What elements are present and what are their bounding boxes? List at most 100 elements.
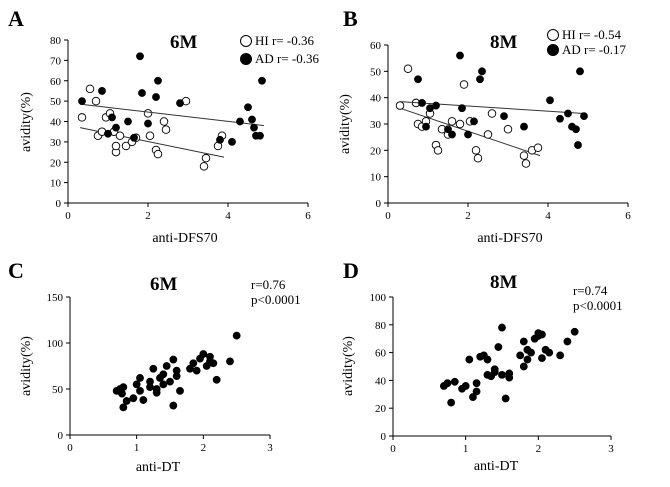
- data-point-hi: [85, 84, 95, 94]
- data-point-series: [519, 337, 528, 346]
- stat-annotation: p<0.0001: [573, 298, 623, 313]
- x-axis-label: anti-DT: [474, 459, 519, 474]
- data-point-series: [149, 364, 158, 373]
- data-point-ad: [124, 117, 132, 126]
- data-point-hi: [121, 141, 131, 151]
- data-point-series: [132, 380, 141, 389]
- data-point-series: [226, 357, 234, 366]
- y-tick-label: 0: [58, 430, 64, 442]
- data-point-hi: [533, 143, 543, 152]
- data-point-series: [483, 355, 492, 364]
- data-point-ad: [138, 89, 146, 97]
- data-point-ad: [176, 99, 184, 108]
- data-point-series: [166, 377, 174, 386]
- data-point-series: [538, 354, 546, 363]
- data-point-ad: [244, 103, 252, 112]
- data-point-series: [199, 350, 208, 358]
- data-point-series: [136, 386, 144, 395]
- panel-title: 6M: [170, 32, 198, 53]
- data-point-ad: [154, 76, 162, 85]
- stat-annotation: r=0.76: [251, 277, 286, 292]
- data-point-ad: [456, 51, 464, 60]
- data-point-series: [119, 383, 128, 392]
- data-point-ad: [464, 130, 472, 139]
- data-point-ad: [432, 101, 440, 110]
- y-tick-label: 50: [50, 96, 62, 108]
- data-point-ad: [580, 112, 588, 120]
- data-point-series: [498, 370, 506, 379]
- data-point-ad: [476, 75, 484, 84]
- x-tick-label: 3: [267, 442, 273, 454]
- data-point-series: [505, 369, 514, 378]
- data-point-ad: [574, 141, 582, 149]
- data-point-hi: [519, 151, 529, 160]
- x-tick-label: 4: [545, 210, 551, 222]
- data-point-hi: [433, 146, 443, 155]
- data-point-hi: [395, 101, 405, 110]
- data-point-series: [189, 359, 198, 368]
- data-point-series: [469, 393, 477, 401]
- data-point-series: [118, 389, 126, 398]
- legend-marker: [547, 29, 559, 41]
- data-point-series: [498, 323, 506, 332]
- legend-entry: AD r= -0.17: [562, 42, 627, 57]
- y-tick-label: 0: [56, 198, 62, 210]
- data-point-hi: [503, 125, 513, 134]
- data-point-series: [159, 380, 168, 389]
- data-point-series: [176, 386, 184, 395]
- data-point-series: [501, 394, 510, 403]
- data-point-ad: [144, 119, 152, 128]
- data-point-hi: [455, 119, 465, 129]
- data-point-series: [192, 366, 201, 375]
- data-point-series: [129, 394, 138, 403]
- data-point-hi: [77, 113, 87, 122]
- x-tick-label: 4: [225, 210, 231, 222]
- x-tick-label: 1: [463, 443, 469, 455]
- x-tick-label: 2: [536, 443, 542, 455]
- x-tick-label: 6: [305, 210, 311, 222]
- data-point-ad: [414, 75, 422, 84]
- data-point-ad: [448, 130, 456, 139]
- x-tick-label: 0: [385, 210, 391, 222]
- data-point-series: [472, 379, 481, 388]
- data-point-series: [545, 348, 554, 357]
- x-tick-label: 3: [608, 443, 614, 455]
- x-tick-label: 2: [465, 210, 471, 222]
- panel-letter: D: [343, 258, 359, 283]
- data-point-series: [490, 368, 499, 376]
- data-point-hi: [111, 141, 121, 151]
- data-point-ad: [136, 52, 144, 61]
- data-point-series: [570, 327, 579, 336]
- data-point-ad: [104, 129, 112, 138]
- data-point-ad: [556, 114, 564, 123]
- data-point-hi: [459, 80, 469, 89]
- data-point-hi: [487, 109, 497, 118]
- y-tick-label: 80: [50, 35, 62, 47]
- y-tick-label: 10: [50, 178, 62, 190]
- data-point-series: [465, 355, 474, 364]
- panel-D: D 8M 0 20 40 60 80 100 0 1 2 3 anti-DT avidity(%) r=0.…: [341, 258, 623, 474]
- data-point-ad: [564, 109, 572, 118]
- data-point-hi: [447, 117, 457, 126]
- y-tick-label: 100: [370, 292, 387, 304]
- panel-title: 6M: [150, 274, 178, 295]
- panel-title: 8M: [490, 272, 518, 293]
- y-tick-label: 0: [381, 431, 387, 443]
- x-tick-label: 2: [145, 210, 151, 222]
- data-point-series: [169, 355, 178, 364]
- y-tick-label: 50: [52, 384, 64, 396]
- data-point-hi: [145, 131, 155, 141]
- data-point-ad: [216, 135, 224, 144]
- x-tick-label: 2: [201, 442, 207, 454]
- data-point-hi: [201, 153, 211, 163]
- data-point-series: [209, 359, 218, 368]
- panel-letter: C: [8, 258, 24, 283]
- data-point-hi: [521, 159, 531, 168]
- legend-marker: [547, 44, 559, 56]
- y-tick-label: 70: [50, 55, 62, 67]
- data-point-series: [169, 401, 178, 410]
- data-point-series: [172, 366, 181, 375]
- data-point-ad: [256, 131, 264, 140]
- y-axis-label: avidity(%): [19, 336, 34, 396]
